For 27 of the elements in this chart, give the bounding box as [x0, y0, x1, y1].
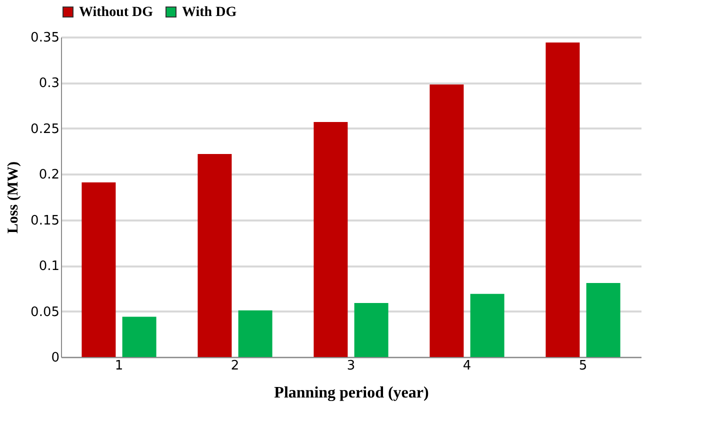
- bar: [82, 182, 116, 357]
- y-tick-label: 0.25: [30, 122, 60, 137]
- bar: [238, 310, 272, 357]
- x-tick-label: 3: [346, 358, 356, 374]
- bar: [586, 282, 620, 357]
- bar: [198, 154, 232, 357]
- bar: [314, 122, 348, 357]
- y-axis-title: Loss (MW): [6, 161, 22, 234]
- y-tick-label: 0.2: [38, 168, 60, 183]
- bar: [122, 316, 156, 357]
- y-tick-label: 0.3: [38, 76, 60, 92]
- x-tick-label: 5: [578, 358, 588, 374]
- bar: [430, 84, 464, 357]
- y-tick-label: 0.15: [30, 213, 60, 228]
- y-tick-label: 0.35: [30, 30, 60, 46]
- legend-label: Without DG: [79, 5, 154, 20]
- y-tick-label: 0: [51, 350, 60, 366]
- y-tick-label: 0.05: [30, 304, 60, 320]
- bar: [546, 42, 580, 357]
- x-axis-title: Planning period (year): [274, 384, 429, 402]
- y-tick-label: 0.1: [38, 259, 60, 274]
- bar: [470, 294, 504, 357]
- x-tick-label: 1: [114, 358, 124, 374]
- bar: [354, 303, 388, 357]
- x-tick-label: 2: [230, 358, 240, 374]
- legend-label: With DG: [182, 5, 237, 20]
- x-tick-label: 4: [462, 358, 472, 374]
